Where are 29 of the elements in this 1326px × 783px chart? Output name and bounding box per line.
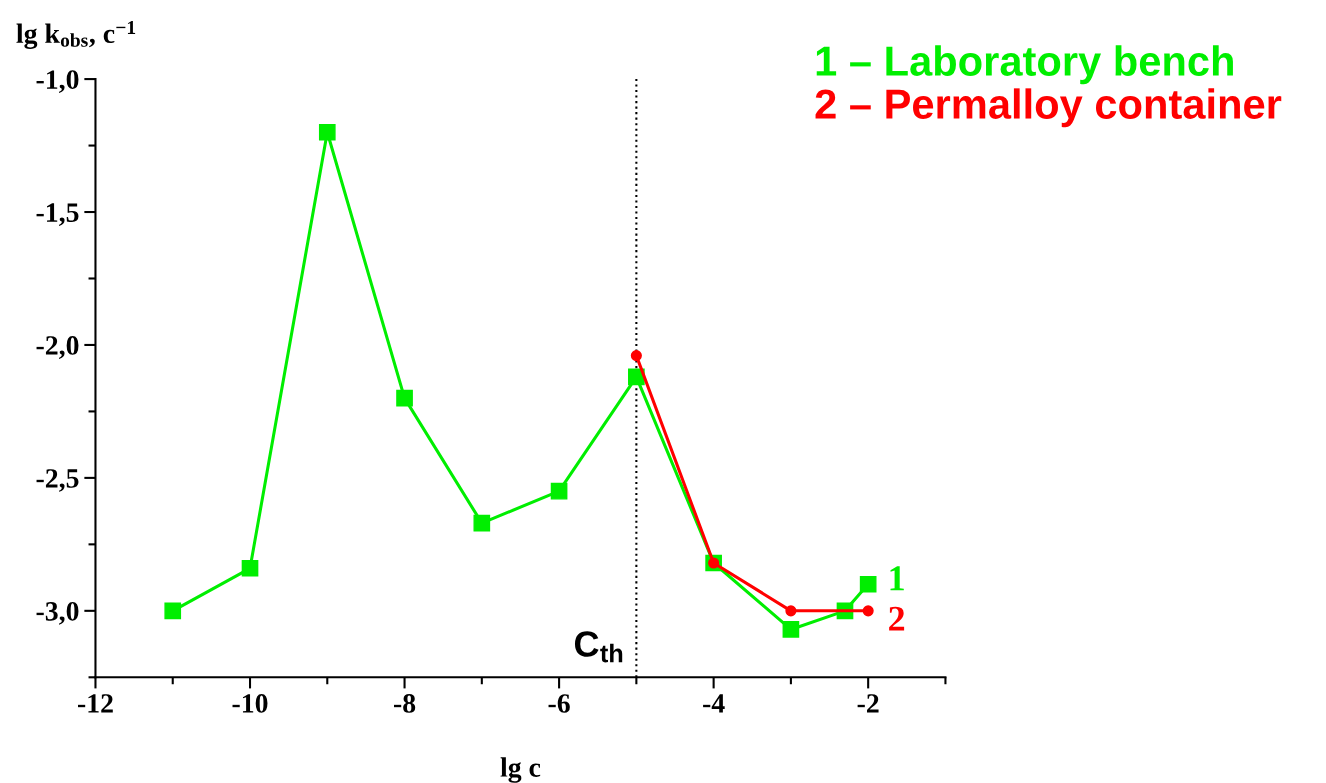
point: [862, 605, 874, 617]
annotation: 2: [889, 606, 905, 631]
point: [550, 482, 568, 500]
point: [859, 575, 877, 593]
y-tick-label: -2,5: [36, 469, 79, 492]
point: [782, 621, 800, 638]
point: [630, 350, 642, 362]
y-axis-title: lg k$_{obs}$, c$^{−1}$: [16, 21, 136, 49]
y-tick-label: -1,0: [36, 70, 79, 94]
text: 1 – Laboratory bench: [816, 45, 1233, 85]
point: [473, 514, 491, 532]
x-axis-title: lg c: [500, 757, 541, 783]
x-tick-label: -4: [703, 694, 725, 713]
text: 2 – Permalloy container: [815, 88, 1282, 128]
point: [164, 602, 182, 620]
point: [785, 605, 797, 617]
point: [241, 559, 259, 577]
point: [396, 389, 413, 407]
y-tick-label: -1,5: [36, 203, 79, 226]
x-tick-label: -2: [857, 694, 879, 713]
x-tick-label: -6: [548, 694, 570, 713]
annotation: 1: [890, 566, 904, 591]
x-tick-label: -12: [77, 694, 113, 713]
point: [318, 123, 336, 141]
y-tick-label: -3,0: [36, 601, 79, 625]
x-tick-label: -10: [232, 694, 268, 713]
x-tick-label: -8: [394, 694, 416, 713]
y-tick-label: -2,0: [36, 336, 79, 359]
ref-line-label: C$_{th}$: [574, 631, 623, 663]
